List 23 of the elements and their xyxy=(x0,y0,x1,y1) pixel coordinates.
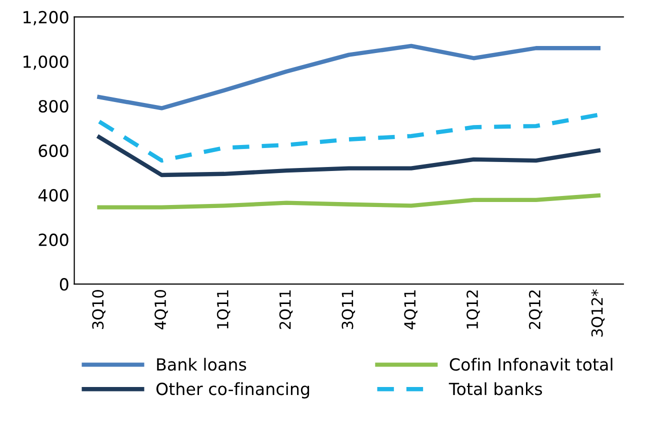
y-tick-label: 0 xyxy=(60,278,68,291)
legend-label: Total banks xyxy=(448,382,542,396)
y-tick-label: 400 xyxy=(38,189,68,202)
x-tick-label: 3Q11 xyxy=(342,290,356,329)
legend-label: Other co-financing xyxy=(156,382,310,398)
y-tick-label: 800 xyxy=(38,100,68,113)
line-series xyxy=(97,44,601,110)
y-tick-label: 1,000 xyxy=(24,55,68,70)
x-tick-label: 3Q10 xyxy=(92,290,106,329)
x-tick-label: 1Q11 xyxy=(216,290,230,328)
legend-label: Bank loans xyxy=(157,358,246,371)
x-tick-label: 4Q11 xyxy=(404,290,418,330)
x-tick-label: 2Q11 xyxy=(279,290,293,330)
legend-label: Cofin Infonavit total xyxy=(450,358,612,371)
x-tick-label: 3Q12* xyxy=(591,289,605,337)
line-series xyxy=(97,135,601,178)
line-series xyxy=(97,193,601,210)
x-tick-label: 2Q12 xyxy=(528,290,542,330)
x-tick-label: 4Q10 xyxy=(154,290,168,330)
y-tick-label: 200 xyxy=(38,234,68,246)
x-tick-label: 1Q12 xyxy=(466,290,480,328)
y-tick-label: 1,200 xyxy=(24,10,68,26)
y-tick-label: 600 xyxy=(38,144,68,158)
